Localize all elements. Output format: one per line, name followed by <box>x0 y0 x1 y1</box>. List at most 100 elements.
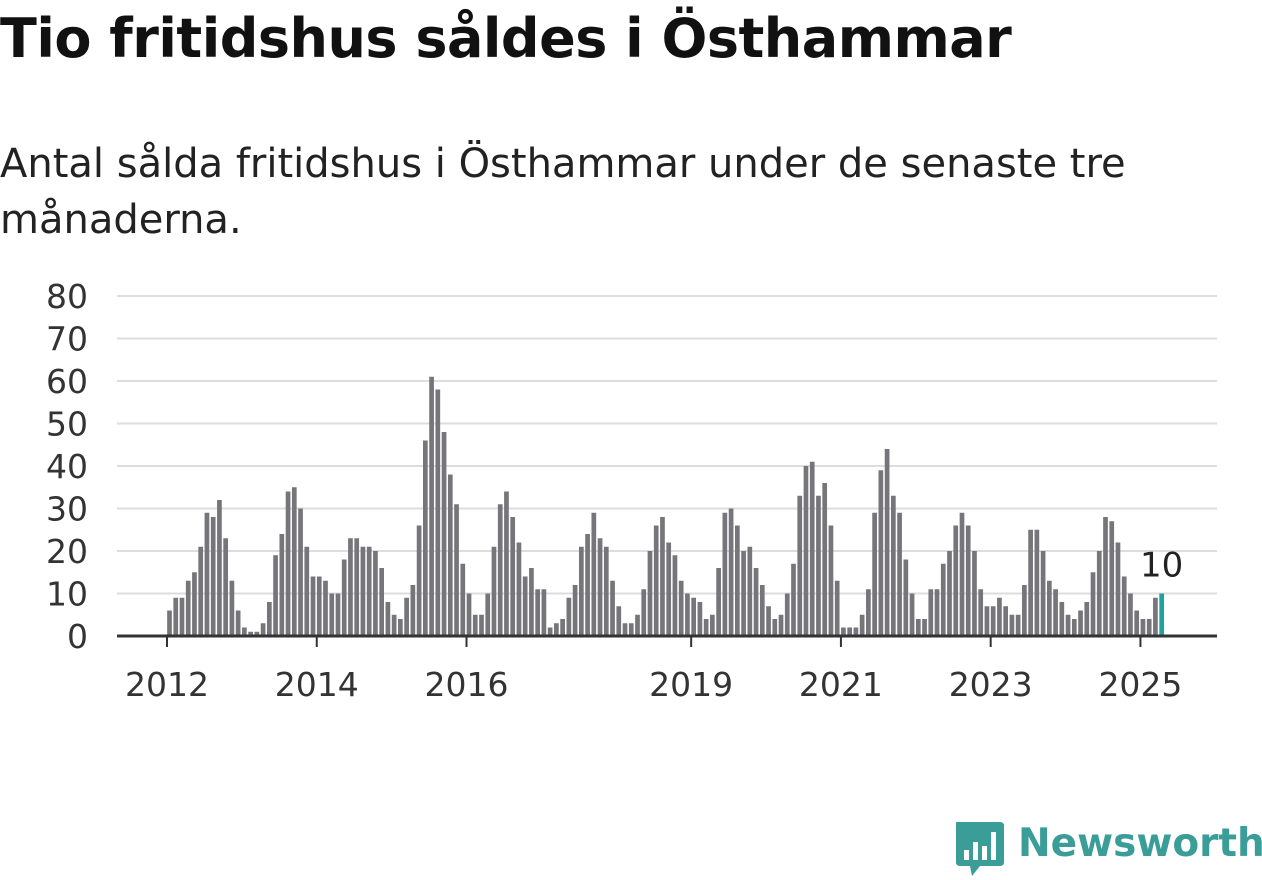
bar <box>547 627 553 636</box>
bar <box>422 440 428 636</box>
bar <box>1090 572 1096 636</box>
bar <box>1115 542 1121 636</box>
bar <box>965 525 971 636</box>
x-tick-label: 2016 <box>425 665 509 704</box>
bar <box>504 491 509 636</box>
bar <box>959 512 965 636</box>
bar <box>978 589 984 636</box>
bar <box>928 589 934 636</box>
bar <box>872 512 877 636</box>
bar <box>866 589 871 636</box>
bar <box>697 602 703 636</box>
bar <box>834 580 840 636</box>
bar <box>847 627 853 636</box>
bar <box>435 389 441 636</box>
bar <box>204 512 210 636</box>
bar <box>616 606 622 636</box>
bar <box>803 466 809 636</box>
bar <box>1009 614 1015 636</box>
y-tick-label: 60 <box>46 362 88 401</box>
bar <box>747 546 753 636</box>
bar <box>1146 619 1152 636</box>
bar <box>853 627 859 636</box>
bar <box>385 602 391 636</box>
bar <box>622 623 628 636</box>
bar <box>335 593 341 636</box>
bar <box>1046 580 1052 636</box>
bar <box>1022 585 1027 636</box>
bar <box>566 597 572 636</box>
bar <box>360 546 366 636</box>
bar <box>610 580 615 636</box>
bar <box>909 593 915 636</box>
bar <box>653 525 659 636</box>
bar <box>304 546 310 636</box>
bar <box>753 568 759 636</box>
bar <box>1015 614 1021 636</box>
bar <box>878 470 884 636</box>
bar-latest <box>1159 593 1165 636</box>
bar <box>472 614 478 636</box>
bar <box>934 589 940 636</box>
bar <box>997 597 1002 636</box>
bar <box>242 627 247 636</box>
bar <box>635 614 640 636</box>
bar <box>940 563 946 636</box>
bar <box>416 525 422 636</box>
bar <box>897 512 902 636</box>
bar <box>354 538 360 636</box>
bar <box>429 376 434 636</box>
bar <box>1059 602 1065 636</box>
bar <box>603 546 609 636</box>
bar <box>1053 589 1058 636</box>
bar <box>329 593 335 636</box>
y-tick-label: 0 <box>67 617 88 656</box>
bar <box>323 580 328 636</box>
bar <box>572 585 578 636</box>
bar <box>404 597 409 636</box>
bar <box>298 508 303 636</box>
bar <box>522 576 528 636</box>
bar <box>497 504 503 636</box>
bar <box>535 589 541 636</box>
bar <box>728 508 734 636</box>
bar <box>291 487 297 636</box>
bar <box>772 619 778 636</box>
bar <box>703 619 709 636</box>
bar <box>279 534 285 636</box>
bar <box>379 568 385 636</box>
bar <box>285 491 291 636</box>
bar <box>666 542 672 636</box>
bar <box>778 614 784 636</box>
bar <box>466 593 472 636</box>
newsworthy-logo-icon <box>956 822 1004 876</box>
bar <box>410 585 416 636</box>
bar <box>479 614 484 636</box>
bar <box>710 614 715 636</box>
bar <box>260 623 266 636</box>
bar <box>341 559 347 636</box>
bar <box>316 576 322 636</box>
bar <box>660 517 665 636</box>
bar <box>1103 517 1108 636</box>
bar <box>441 432 447 636</box>
bar <box>585 534 590 636</box>
bar <box>628 623 634 636</box>
bar <box>678 580 684 636</box>
bar <box>541 589 547 636</box>
bar <box>529 568 534 636</box>
bar <box>972 551 977 636</box>
bar <box>791 563 796 636</box>
bar <box>816 495 821 636</box>
bar <box>217 500 222 636</box>
bar <box>447 474 453 636</box>
bar <box>1071 619 1077 636</box>
bar <box>173 597 179 636</box>
bar <box>1128 593 1133 636</box>
bar <box>398 619 403 636</box>
bar <box>179 597 185 636</box>
y-tick-label: 80 <box>46 277 88 316</box>
last-value-annotation: 10 <box>1140 546 1183 586</box>
x-tick-label: 2021 <box>799 665 883 704</box>
